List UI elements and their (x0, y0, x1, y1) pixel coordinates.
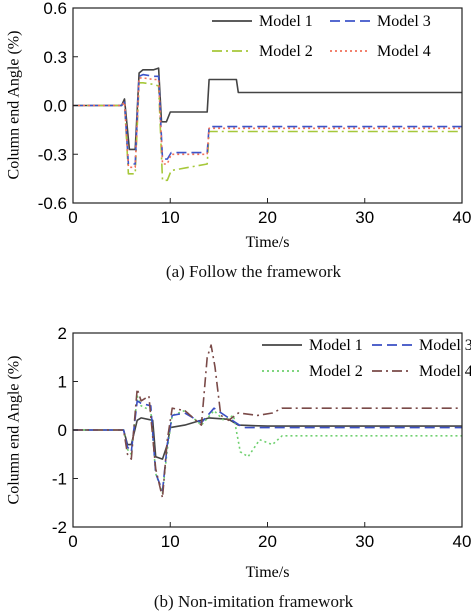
x-tick-label-a-1: 10 (161, 208, 180, 227)
plot-area-a (73, 67, 462, 182)
legend-label-a-model-2: Model 2 (259, 43, 313, 60)
x-tick-label-a-0: 0 (68, 208, 77, 227)
series-line-b-model-4 (73, 344, 462, 499)
x-tick-label-a-3: 30 (355, 208, 374, 227)
caption-b: (b) Non-imitation framework (153, 592, 354, 611)
legend-label-b-model-1: Model 1 (309, 337, 363, 354)
legend-label-b-model-3: Model 3 (419, 337, 471, 354)
series-line-a-model-2 (73, 82, 462, 182)
series-line-b-model-1 (73, 417, 462, 460)
legend-label-a-model-1: Model 1 (259, 13, 313, 30)
x-tick-label-a-4: 40 (453, 208, 471, 227)
x-tick-label-b-3: 30 (355, 532, 374, 551)
y-tick-label-a-2: 0.0 (43, 97, 67, 116)
y-axis-label-a: Column end Angle (%) (6, 31, 23, 180)
y-tick-label-a-4: -0.6 (38, 194, 67, 213)
series-line-a-model-4 (73, 77, 462, 169)
caption-a: (a) Follow the framework (165, 262, 342, 281)
y-tick-label-a-0: 0.6 (43, 0, 67, 18)
x-axis-label-b: Time/s (246, 564, 290, 581)
y-tick-label-b-2: 0 (58, 421, 67, 440)
legend-label-a-model-4: Model 4 (377, 43, 431, 60)
legend-label-b-model-2: Model 2 (309, 363, 363, 380)
x-tick-label-b-1: 10 (161, 532, 180, 551)
x-tick-label-b-0: 0 (68, 532, 77, 551)
x-tick-label-b-2: 20 (258, 532, 277, 551)
legend-a: Model 1 Model 2 Model 3 Model 4 (212, 13, 431, 60)
y-tick-label-a-1: 0.3 (43, 48, 67, 67)
x-tick-label-b-4: 40 (453, 532, 471, 551)
y-tick-label-b-0: 2 (58, 324, 67, 343)
legend-label-a-model-3: Model 3 (377, 13, 431, 30)
y-tick-label-a-3: -0.3 (38, 145, 67, 164)
plot-frame-b (72, 332, 463, 528)
series-line-a-model-3 (73, 73, 462, 165)
y-axis-label-b: Column end Angle (%) (6, 356, 23, 505)
legend-b: Model 1 Model 2 Model 3 Model 4 (262, 337, 471, 380)
x-tick-label-a-2: 20 (258, 208, 277, 227)
y-tick-label-b-4: -2 (52, 518, 67, 537)
x-axis-label-a: Time/s (246, 234, 290, 251)
plot-area-b (73, 344, 462, 499)
y-tick-label-b-3: -1 (52, 470, 67, 489)
legend-label-b-model-4: Model 4 (419, 363, 471, 380)
y-tick-label-b-1: 1 (58, 373, 67, 392)
series-line-a-model-1 (73, 67, 462, 151)
